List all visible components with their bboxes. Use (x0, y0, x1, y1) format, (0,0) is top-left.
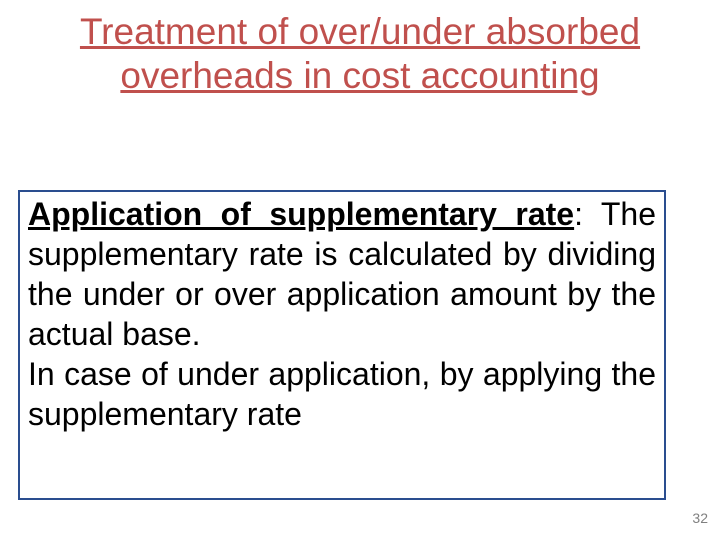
body-box: Application of supplementary rate: The s… (18, 190, 666, 500)
body-lead: Application of supplementary rate (28, 196, 574, 232)
body-paragraph-1: Application of supplementary rate: The s… (28, 194, 656, 354)
slide: Treatment of over/under absorbed overhea… (0, 0, 720, 540)
body-paragraph-2: In case of under application, by applyin… (28, 354, 656, 434)
page-number: 32 (692, 510, 708, 526)
slide-title: Treatment of over/under absorbed overhea… (60, 10, 660, 99)
